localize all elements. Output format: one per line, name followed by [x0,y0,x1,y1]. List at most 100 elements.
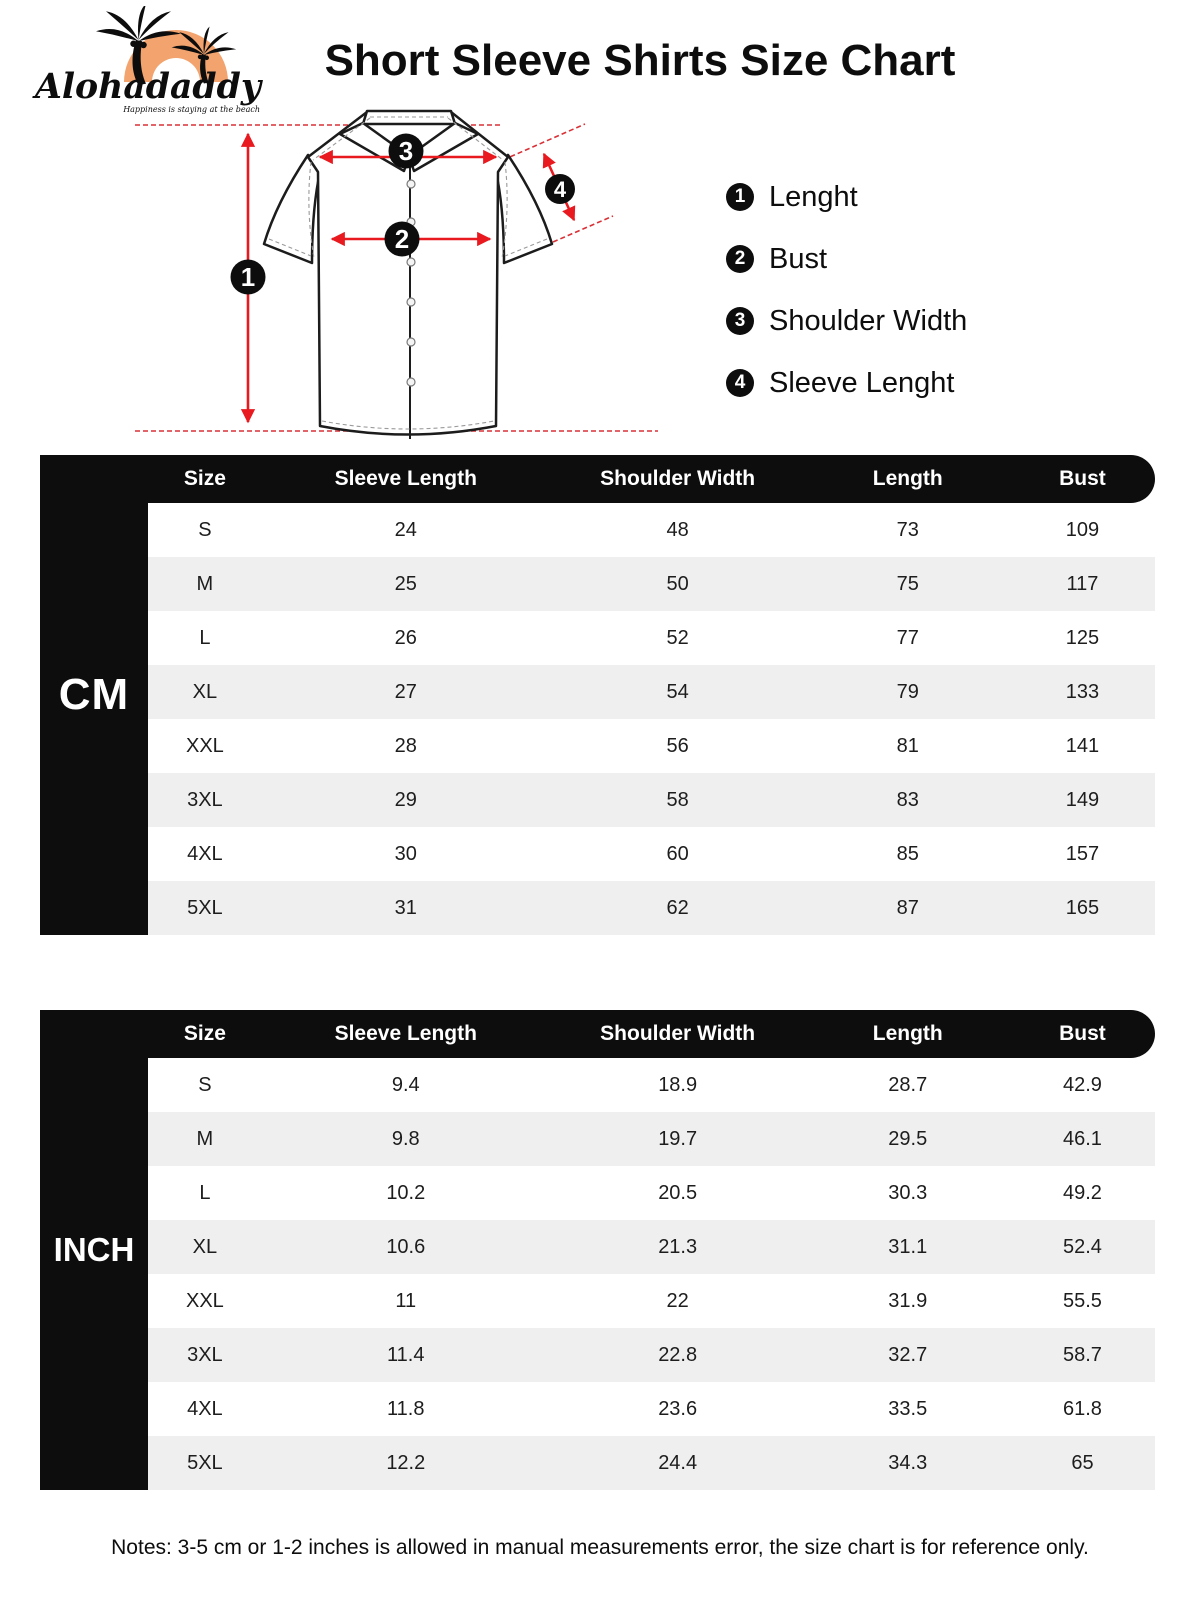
table-row: M 9.8 19.7 29.5 46.1 [148,1112,1155,1166]
marker-2-circle [384,221,420,257]
table-cell: 22.8 [658,1343,698,1366]
column-header: Sleeve Length [334,467,477,490]
table-cell: 109 [1065,518,1100,541]
legend-marker: 3 [726,307,754,335]
table-cell: 52.4 [1062,1235,1102,1258]
size-table-inch: Size Sleeve Length Shoulder Width Length Bus… [40,1010,1155,1490]
table-cell: XXL [185,734,224,757]
table-cell: 60 [666,842,689,865]
table-cell: 3XL [187,788,223,811]
table-cell: 11 [395,1289,417,1312]
table-cell: 34.3 [888,1451,928,1474]
table-cell: 10.2 [386,1181,426,1204]
stitch-line [308,161,315,259]
brand-name: Alohadaddy [32,66,264,107]
shirt-drawing [262,109,554,439]
table-cell: 52 [666,626,689,649]
stitch-line [504,238,548,257]
table-cell: 77 [896,626,919,649]
table-cell: 9.4 [391,1073,420,1096]
table-cell: 49.2 [1062,1181,1102,1204]
table-cell: 125 [1065,626,1100,649]
table-header-row: Size Sleeve Length Shoulder Width Length Bus… [40,1010,1155,1058]
stitch-line [268,238,312,257]
table-cell: 31.1 [888,1235,928,1258]
shirt-measurement-diagram: 1 2 3 4 [135,109,658,439]
table-cell: 50 [666,572,689,595]
legend-item: 2 Bust [726,242,1056,276]
table-cell: 54 [666,680,689,703]
table-cell: 87 [896,896,919,919]
marker-1: 1 [241,262,255,292]
table-cell: 29.5 [888,1127,928,1150]
legend-marker: 1 [726,183,754,211]
table-cell: 61.8 [1062,1397,1102,1420]
table-cell: XL [192,680,218,703]
table-row: XL 27 54 79 133 [148,665,1155,719]
table-cell: M [196,572,214,595]
stitch-line [501,161,508,259]
table-cell: XL [192,1235,218,1258]
table-cell: 75 [896,572,919,595]
column-header: Sleeve Length [334,1022,477,1045]
table-cell: 20.5 [658,1181,698,1204]
table-cell: 157 [1065,842,1100,865]
marker-3-circle [388,133,424,169]
stitch-line [321,420,495,430]
table-cell: L [199,626,211,649]
table-cell: 29 [394,788,417,811]
brand-logo: Alohadaddy Happiness is staying at the b… [32,6,264,114]
legend-label: Shoulder Width [769,304,968,337]
table-cell: 24.4 [658,1451,698,1474]
table-cell: 25 [394,572,417,595]
column-header: Size [183,1022,226,1045]
table-cell: 141 [1065,734,1100,757]
legend-item: 3 Shoulder Width [726,304,1056,338]
table-cell: 33.5 [888,1397,928,1420]
table-row: XL 10.6 21.3 31.1 52.4 [148,1220,1155,1274]
measurement-legend: 1 Lenght 2 Bust 3 Shoulder Width 4 Sleeve Lengh… [726,180,1056,428]
unit-column: INCH [40,1010,148,1490]
table-cell: 56 [666,734,689,757]
marker-3: 3 [399,136,413,166]
legend-label: Bust [769,242,828,275]
table-cell: 5XL [187,896,223,919]
table-cell: 30.3 [888,1181,928,1204]
legend-label: Lenght [769,180,858,213]
table-cell: 12.2 [386,1451,426,1474]
table-cell: 58.7 [1062,1343,1102,1366]
table-cell: 62 [666,896,689,919]
table-cell: 149 [1065,788,1100,811]
table-cell: 85 [896,842,919,865]
table-cell: 83 [896,788,919,811]
notes-text: Notes: 3-5 cm or 1-2 inches is allowed i… [111,1536,1089,1559]
column-header: Shoulder Width [600,1022,756,1045]
brand-tagline: Happiness is staying at the beach [122,105,260,114]
column-header: Length [872,1022,943,1045]
table-cell: 3XL [187,1343,223,1366]
table-cell: 79 [896,680,919,703]
table-cell: 31.9 [888,1289,928,1312]
marker-4: 4 [554,177,567,202]
table-cell: XXL [185,1289,224,1312]
marker-1-circle [230,259,266,295]
table-cell: 65 [1071,1451,1094,1474]
column-header: Length [872,467,943,490]
table-row: 3XL 29 58 83 149 [148,773,1155,827]
table-cell: 81 [896,734,919,757]
table-cell: 24 [394,518,417,541]
column-header: Bust [1059,467,1106,490]
table-row: 5XL 12.2 24.4 34.3 65 [148,1436,1155,1490]
table-row: 4XL 30 60 85 157 [148,827,1155,881]
table-cell: M [196,1127,214,1150]
table-cell: 165 [1065,896,1100,919]
table-cell: 30 [394,842,417,865]
column-header: Size [183,467,226,490]
table-cell: 26 [394,626,417,649]
unit-label: INCH [53,1231,135,1268]
table-row: 3XL 11.4 22.8 32.7 58.7 [148,1328,1155,1382]
unit-column: CM [40,455,148,935]
table-body: S 24 48 73 109 M 25 50 75 117 L 26 52 77 125 XL 27 54 79 13… [148,503,1155,935]
table-cell: 10.6 [386,1235,426,1258]
